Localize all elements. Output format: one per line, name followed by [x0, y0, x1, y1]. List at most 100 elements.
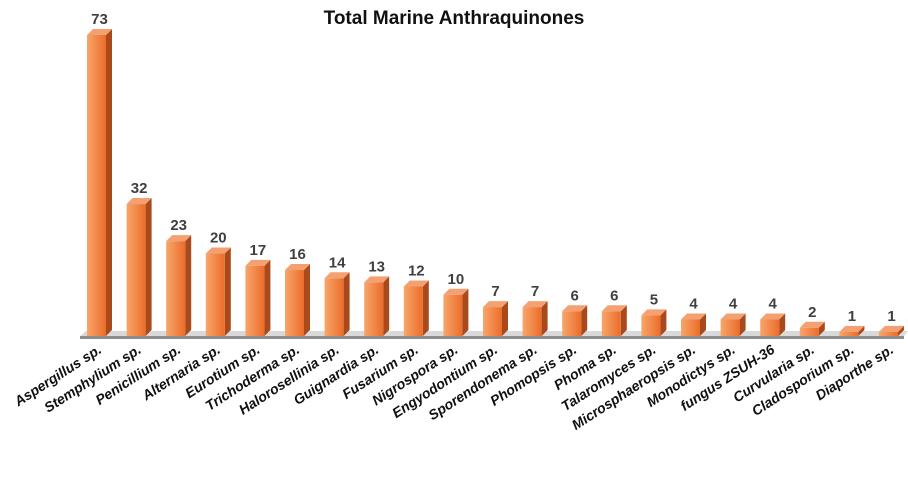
floor-front [80, 336, 904, 339]
bar-top [245, 259, 271, 266]
bar [87, 29, 112, 336]
bar-top [324, 272, 350, 279]
bar-front [324, 278, 344, 336]
bar [483, 301, 508, 336]
bar-front [364, 282, 384, 336]
bar-side [739, 313, 746, 336]
bar-side [264, 259, 271, 336]
bar-top [205, 247, 231, 254]
bar-side [779, 313, 786, 336]
bar [285, 264, 310, 336]
bar-side [422, 280, 429, 336]
bar-front [760, 319, 780, 336]
bar-side [581, 305, 588, 336]
bar-value-label: 20 [210, 230, 227, 247]
bar-top [285, 264, 310, 271]
bar-top [879, 325, 904, 332]
bar-value-label: 6 [610, 287, 618, 304]
bar-side [343, 272, 350, 336]
bar-top [403, 280, 429, 287]
bar-top [562, 305, 588, 312]
bar-side [818, 321, 825, 336]
bar-front [879, 331, 898, 336]
bar-front [641, 315, 661, 336]
bar-top [166, 235, 192, 242]
bar-top [443, 288, 469, 295]
bar-value-label: 1 [887, 308, 895, 325]
bar-front [483, 307, 502, 336]
bar-side [462, 288, 469, 336]
bar-front [799, 327, 819, 336]
bar [126, 198, 152, 336]
bar [403, 280, 429, 336]
bar-value-label: 4 [769, 296, 778, 313]
bar-front [87, 35, 106, 336]
bar [166, 235, 192, 336]
chart-title: Total Marine Anthraquinones [323, 8, 585, 29]
bar [839, 325, 865, 336]
bar-side [304, 264, 310, 336]
bar [681, 313, 706, 336]
bar [641, 309, 667, 336]
bar-front [126, 204, 146, 336]
bar-value-label: 10 [448, 271, 465, 288]
bar-front [285, 270, 304, 336]
bar-side [660, 309, 667, 336]
bar-front [839, 331, 859, 336]
bar-front [443, 294, 463, 336]
bar-top [760, 313, 786, 320]
bar-value-label: 4 [729, 296, 738, 313]
bar-top [799, 321, 825, 328]
bar-value-label: 14 [329, 254, 346, 271]
bar-top [720, 313, 746, 320]
bar-value-label: 32 [131, 180, 148, 197]
bar-value-label: 7 [491, 283, 499, 300]
bar-top [839, 325, 865, 332]
bar-front [245, 265, 265, 336]
bar-side [383, 276, 390, 336]
bar-value-label: 6 [571, 287, 579, 304]
bar [205, 247, 231, 336]
bar-front [522, 307, 542, 336]
bar-value-label: 4 [689, 296, 698, 313]
bar-value-label: 73 [91, 11, 108, 28]
bar-value-label: 2 [808, 304, 816, 321]
bar [879, 325, 904, 336]
bar-value-label: 12 [408, 263, 425, 280]
bar-front [562, 311, 582, 336]
bar-front [403, 286, 423, 336]
bar [720, 313, 746, 336]
bar-side [700, 313, 706, 336]
bar-side [502, 301, 508, 336]
bar-value-label: 16 [289, 246, 306, 263]
bar-top [483, 301, 508, 308]
bar [562, 305, 588, 336]
bar-side [620, 305, 627, 336]
bar-top [681, 313, 706, 320]
bar-value-label: 23 [170, 217, 187, 234]
bar-front [166, 241, 186, 336]
bar-value-label: 17 [250, 242, 267, 259]
bar-side [858, 325, 865, 336]
bar-front [205, 253, 225, 336]
bar-side [106, 29, 112, 336]
bar [522, 301, 548, 336]
bar-side [224, 247, 231, 336]
bar-front [681, 319, 700, 336]
bar-side [541, 301, 548, 336]
bar-value-label: 5 [650, 291, 658, 308]
bar-side [145, 198, 152, 336]
bar [364, 276, 390, 336]
bar-top [364, 276, 390, 283]
bar [760, 313, 786, 336]
bar-side [185, 235, 192, 336]
bar-top [601, 305, 627, 312]
bar [245, 259, 271, 336]
bar-top [87, 29, 112, 35]
bar-value-label: 1 [848, 308, 856, 325]
bar [443, 288, 469, 336]
bar-front [601, 311, 621, 336]
bar [601, 305, 627, 336]
bar-top [641, 309, 667, 316]
